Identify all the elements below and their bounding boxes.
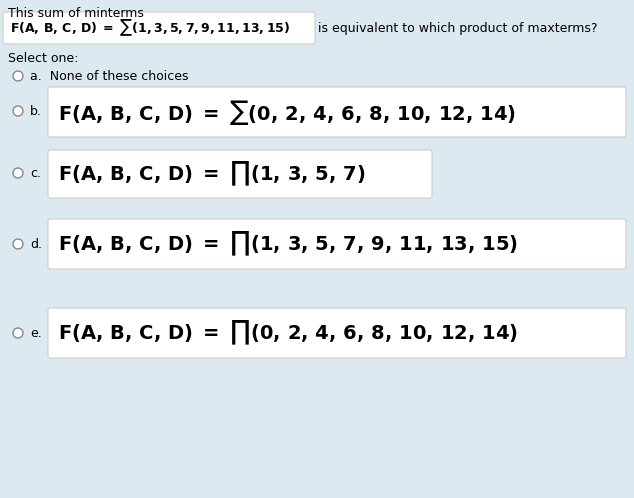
Circle shape — [13, 239, 23, 249]
Text: e.: e. — [30, 327, 42, 340]
Text: Select one:: Select one: — [8, 52, 79, 65]
Text: $\mathbf{F(A,\,B,\,C,\,D)\ =\ \prod(1,\,3,\,5,\,7)}$: $\mathbf{F(A,\,B,\,C,\,D)\ =\ \prod(1,\,… — [58, 160, 366, 188]
FancyBboxPatch shape — [48, 308, 626, 358]
Circle shape — [13, 106, 23, 116]
Text: is equivalent to which product of maxterms?: is equivalent to which product of maxter… — [318, 21, 597, 34]
Text: $\mathbf{F(A,\,B,\,C,\,D)\ =\ \sum(0,\,2,\,4,\,6,\,8,\,10,\,12,\,14)}$: $\mathbf{F(A,\,B,\,C,\,D)\ =\ \sum(0,\,2… — [58, 98, 516, 126]
FancyBboxPatch shape — [48, 150, 432, 198]
Text: $\mathbf{F(A,\,B,\,C,\,D)\ =\ \sum(1,3,5,7,9,11,13,15)}$: $\mathbf{F(A,\,B,\,C,\,D)\ =\ \sum(1,3,5… — [10, 17, 290, 38]
FancyBboxPatch shape — [48, 219, 626, 269]
FancyBboxPatch shape — [3, 12, 315, 44]
Text: c.: c. — [30, 166, 41, 179]
Text: b.: b. — [30, 105, 42, 118]
Circle shape — [13, 168, 23, 178]
Text: $\mathbf{F(A,\,B,\,C,\,D)\ =\ \prod(0,\,2,\,4,\,6,\,8,\,10,\,12,\,14)}$: $\mathbf{F(A,\,B,\,C,\,D)\ =\ \prod(0,\,… — [58, 319, 518, 347]
Circle shape — [13, 328, 23, 338]
Text: a.  None of these choices: a. None of these choices — [30, 70, 188, 83]
Text: d.: d. — [30, 238, 42, 250]
Circle shape — [13, 71, 23, 81]
Text: $\mathbf{F(A,\,B,\,C,\,D)\ =\ \prod(1,\,3,\,5,\,7,\,9,\,11,\,13,\,15)}$: $\mathbf{F(A,\,B,\,C,\,D)\ =\ \prod(1,\,… — [58, 230, 518, 258]
FancyBboxPatch shape — [48, 87, 626, 137]
Text: This sum of minterms: This sum of minterms — [8, 7, 144, 20]
